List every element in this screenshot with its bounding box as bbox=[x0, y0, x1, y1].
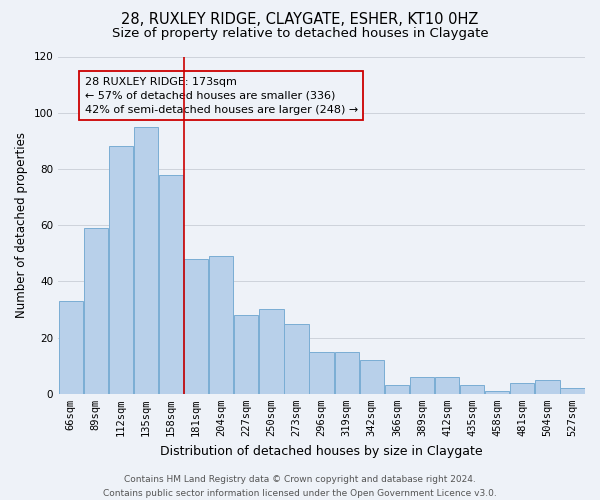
Bar bbox=[83, 228, 108, 394]
Bar bbox=[259, 310, 284, 394]
Bar bbox=[234, 315, 259, 394]
Bar bbox=[209, 256, 233, 394]
Bar bbox=[284, 324, 308, 394]
Text: Size of property relative to detached houses in Claygate: Size of property relative to detached ho… bbox=[112, 28, 488, 40]
Bar bbox=[184, 259, 208, 394]
X-axis label: Distribution of detached houses by size in Claygate: Distribution of detached houses by size … bbox=[160, 444, 483, 458]
Bar bbox=[59, 301, 83, 394]
Bar bbox=[435, 377, 459, 394]
Bar bbox=[410, 377, 434, 394]
Bar bbox=[485, 391, 509, 394]
Bar bbox=[359, 360, 384, 394]
Text: Contains HM Land Registry data © Crown copyright and database right 2024.
Contai: Contains HM Land Registry data © Crown c… bbox=[103, 476, 497, 498]
Y-axis label: Number of detached properties: Number of detached properties bbox=[15, 132, 28, 318]
Bar bbox=[535, 380, 560, 394]
Bar bbox=[460, 386, 484, 394]
Text: 28 RUXLEY RIDGE: 173sqm
← 57% of detached houses are smaller (336)
42% of semi-d: 28 RUXLEY RIDGE: 173sqm ← 57% of detache… bbox=[85, 76, 358, 114]
Bar bbox=[159, 174, 183, 394]
Bar bbox=[109, 146, 133, 394]
Bar bbox=[385, 386, 409, 394]
Text: 28, RUXLEY RIDGE, CLAYGATE, ESHER, KT10 0HZ: 28, RUXLEY RIDGE, CLAYGATE, ESHER, KT10 … bbox=[121, 12, 479, 28]
Bar bbox=[510, 382, 535, 394]
Bar bbox=[560, 388, 584, 394]
Bar bbox=[310, 352, 334, 394]
Bar bbox=[335, 352, 359, 394]
Bar bbox=[134, 127, 158, 394]
